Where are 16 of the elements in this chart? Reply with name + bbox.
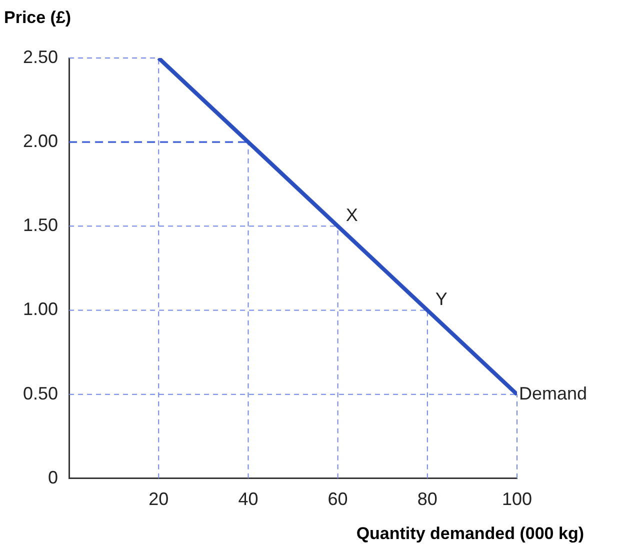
x-axis-title: Quantity demanded (000 kg) — [356, 524, 584, 544]
y-tick-label: 1.00 — [22, 299, 58, 320]
y-tick-label: 2.00 — [22, 131, 58, 152]
x-tick-label: 60 — [328, 489, 348, 510]
annotation: X — [346, 205, 358, 226]
annotation: Y — [435, 289, 448, 310]
x-tick-label: 100 — [502, 489, 532, 510]
y-tick-label: 0 — [48, 467, 58, 488]
x-tick-label: 40 — [238, 489, 258, 510]
y-tick-label: 2.50 — [22, 46, 58, 67]
y-tick-label: 0.50 — [22, 383, 58, 404]
y-tick-label: 1.50 — [22, 215, 58, 236]
y-axis-title: Price (£) — [4, 8, 72, 28]
x-tick-label: 20 — [148, 489, 169, 510]
x-tick-label: 80 — [417, 489, 438, 510]
series-label: Demand — [519, 383, 588, 404]
